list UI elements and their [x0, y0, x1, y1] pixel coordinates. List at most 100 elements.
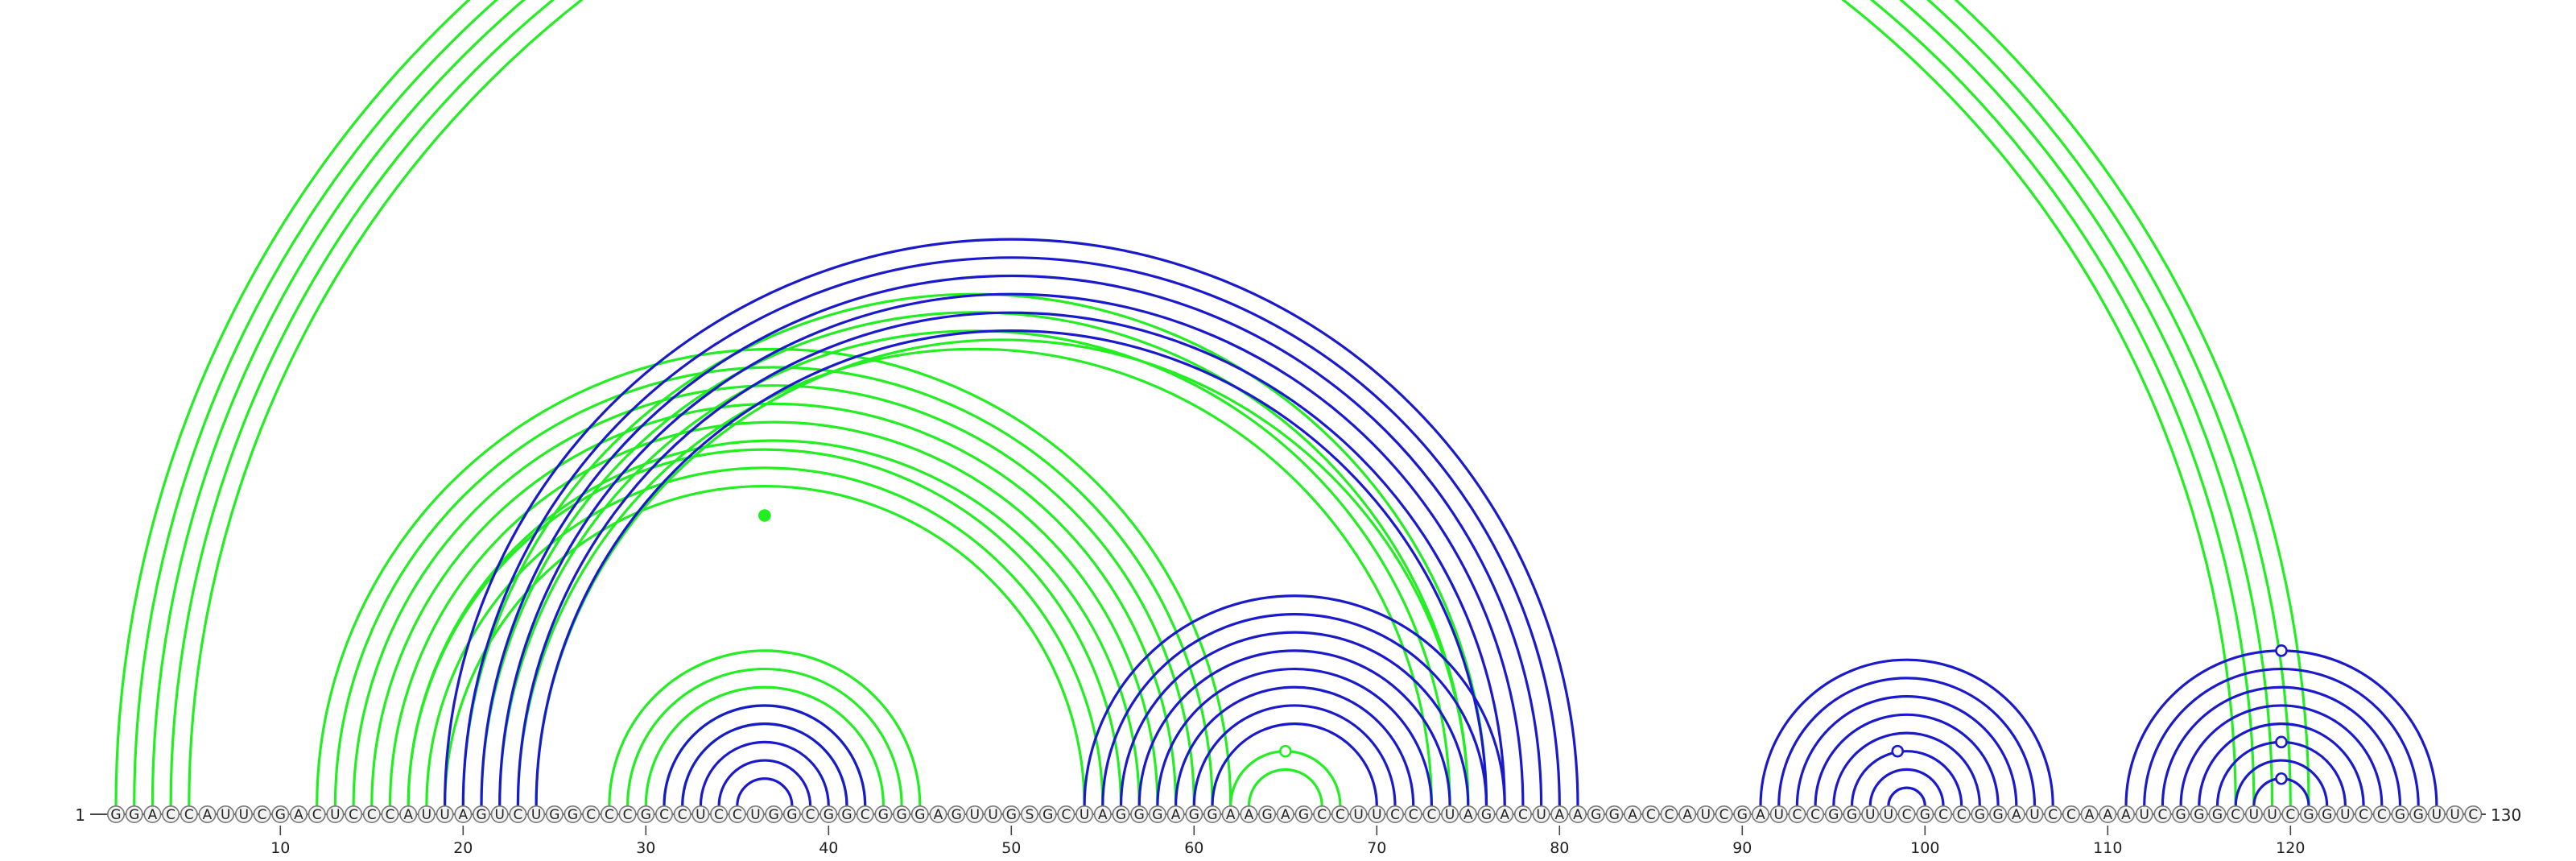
svg-text:G: G — [1189, 807, 1199, 823]
svg-text:G: G — [129, 807, 139, 823]
svg-text:G: G — [110, 807, 121, 823]
svg-text:U: U — [1701, 807, 1711, 823]
svg-text:U: U — [750, 807, 760, 823]
nucleotide: C — [1513, 805, 1532, 823]
svg-text:G: G — [1481, 807, 1492, 823]
svg-text:U: U — [1445, 807, 1455, 823]
nucleotide: C — [582, 805, 601, 823]
nucleotide: C — [162, 805, 180, 823]
nucleotide: G — [2318, 805, 2336, 823]
nucleotide: A — [1550, 805, 1569, 823]
svg-text:A: A — [2012, 807, 2021, 823]
green-basepair-arc — [370, 402, 1178, 806]
green-basepair-arc — [461, 292, 1488, 806]
svg-text:G: G — [1828, 807, 1839, 823]
svg-text:C: C — [2377, 807, 2387, 823]
svg-text:A: A — [2103, 807, 2112, 823]
nucleotide: U — [2263, 805, 2281, 823]
tick-label: 70 — [1367, 839, 1386, 857]
svg-text:C: C — [1518, 807, 1528, 823]
svg-text:C: C — [2231, 807, 2240, 823]
blue-basepair-arc — [1192, 704, 1397, 806]
green-basepair-arc — [114, 0, 2310, 806]
green-basepair-arc — [516, 347, 1433, 806]
svg-text:G: G — [878, 807, 889, 823]
nucleotide: C — [2062, 805, 2080, 823]
nucleotide: G — [125, 805, 143, 823]
svg-text:C: C — [2048, 807, 2058, 823]
green-basepair-arc — [407, 448, 1123, 806]
nucleotide: U — [1879, 805, 1897, 823]
nucleotide: C — [1934, 805, 1953, 823]
blue-basepair-arc — [1795, 695, 2018, 806]
svg-text:G: G — [1262, 807, 1273, 823]
svg-text:C: C — [1061, 807, 1071, 823]
nucleotide: G — [893, 805, 911, 823]
svg-text:C: C — [2066, 807, 2076, 823]
svg-text:A: A — [1281, 807, 1290, 823]
svg-text:U: U — [1372, 807, 1381, 823]
nucleotide: C — [1404, 805, 1422, 823]
svg-text:A: A — [1500, 807, 1509, 823]
blue-basepair-arc — [1174, 685, 1415, 806]
nucleotide: G — [1112, 805, 1130, 823]
svg-text:A: A — [1245, 807, 1254, 823]
nucleotide: A — [2099, 805, 2117, 823]
blue-arc-layer — [444, 238, 2438, 806]
svg-text:C: C — [2285, 807, 2295, 823]
nucleotide: G — [1258, 805, 1277, 823]
nucleotide: C — [856, 805, 874, 823]
nucleotide: C — [1715, 805, 1733, 823]
nucleotide: G — [1605, 805, 1624, 823]
blue-basepair-arc — [681, 722, 848, 806]
blue-basepair-arc — [1119, 631, 1470, 806]
nucleotide: C — [345, 805, 363, 823]
svg-text:C: C — [586, 807, 596, 823]
nucleotide: G — [637, 805, 655, 823]
tick-label: 60 — [1184, 839, 1203, 857]
sequence-start-label: 1 — [75, 805, 85, 825]
pair-marker — [758, 509, 771, 522]
green-basepair-arc — [1247, 768, 1323, 806]
green-arc-layer — [114, 0, 2310, 806]
nucleotide: A — [2007, 805, 2025, 823]
nucleotide: G — [472, 805, 490, 823]
blue-basepair-arc — [1759, 658, 2054, 806]
svg-text:U: U — [2029, 807, 2039, 823]
pair-marker — [2275, 644, 2288, 657]
blue-basepair-arc — [480, 274, 1543, 806]
nucleotide: C — [673, 805, 691, 823]
nucleotide: G — [819, 805, 838, 823]
nucleotide: U — [746, 805, 765, 823]
nucleotide: A — [1752, 805, 1770, 823]
nucleotide: C — [308, 805, 326, 823]
nucleotide: U — [1075, 805, 1094, 823]
svg-text:G: G — [2303, 807, 2314, 823]
nucleotide: U — [2244, 805, 2263, 823]
svg-text:A: A — [1682, 807, 1692, 823]
nucleotide: U — [234, 805, 253, 823]
nucleotide: C — [1952, 805, 1971, 823]
nucleotide: U — [691, 805, 710, 823]
nucleotide: U — [417, 805, 436, 823]
svg-text:C: C — [1792, 807, 1802, 823]
nucleotide: G — [1824, 805, 1843, 823]
blue-basepair-arc — [1211, 722, 1378, 806]
nucleotide: C — [381, 805, 399, 823]
svg-text:C: C — [1938, 807, 1948, 823]
svg-text:U: U — [494, 807, 504, 823]
nucleotide: G — [874, 805, 893, 823]
svg-text:A: A — [1573, 807, 1583, 823]
svg-text:U: U — [2432, 807, 2442, 823]
marker-layer — [758, 509, 2288, 785]
blue-basepair-arc — [717, 759, 812, 806]
svg-text:U: U — [970, 807, 980, 823]
green-basepair-arc — [188, 0, 2237, 806]
nucleotide: G — [2172, 805, 2190, 823]
nucleotide: C — [2355, 805, 2373, 823]
svg-text:C: C — [1902, 807, 1912, 823]
svg-text:U: U — [696, 807, 705, 823]
nucleotide: C — [1641, 805, 1660, 823]
svg-text:U: U — [239, 807, 249, 823]
